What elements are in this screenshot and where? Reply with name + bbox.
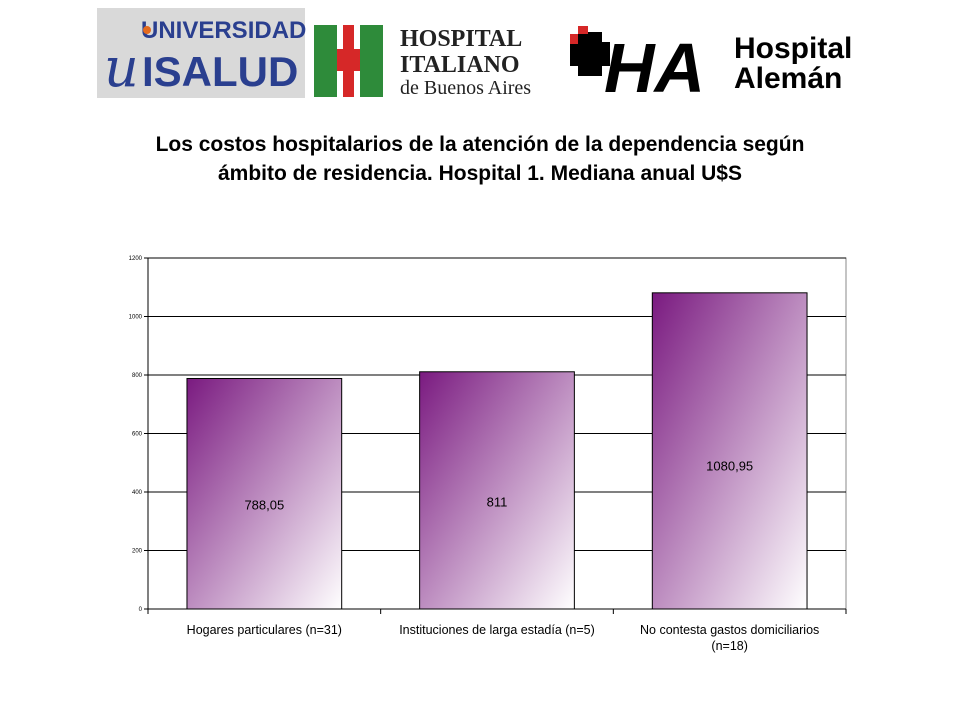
bar <box>651 292 808 610</box>
isalud-logo-line2: ISALUD <box>142 48 298 95</box>
isalud-logo-mark: u <box>104 36 139 99</box>
y-tick-label: 0 <box>139 607 143 613</box>
y-tick-label: 400 <box>132 490 143 496</box>
x-tick-label: No contesta gastos domiciliarios <box>640 623 819 637</box>
y-tick-label: 1200 <box>129 256 143 262</box>
chart-title-line1: Los costos hospitalarios de la atención … <box>155 133 805 156</box>
italiano-logo-line1: HOSPITAL <box>400 26 522 52</box>
chart-title-line2: ámbito de residencia. Hospital 1. Median… <box>218 162 742 185</box>
chart-axes: 0 200 400 600 800 1000 1200 <box>129 256 847 614</box>
aleman-logo-line1: Hospital <box>734 32 852 65</box>
bar-chart: 0 200 400 600 800 1000 1200 788,05 Hogares part… <box>129 256 847 653</box>
isalud-logo: UNIVERSIDAD u ISALUD <box>97 8 306 99</box>
chart-labels: 788,05 Hogares particulares (n=31) 811 Inst… <box>187 459 820 653</box>
x-tick-label: Instituciones de larga estadía (n=5) <box>399 623 595 637</box>
aleman-logo: HA Hospital Alemán <box>570 26 852 107</box>
aleman-logo-line2: Alemán <box>734 62 842 95</box>
chart-title: Los costos hospitalarios de la atención … <box>60 130 900 188</box>
logos-banner: UNIVERSIDAD u ISALUD HOSPITAL ITALIANO d… <box>97 8 852 107</box>
y-tick-label: 800 <box>132 373 143 379</box>
data-label: 1080,95 <box>706 459 753 474</box>
data-label: 788,05 <box>244 497 284 512</box>
data-label: 811 <box>487 494 508 509</box>
bar <box>186 377 343 610</box>
italiano-logo: HOSPITAL ITALIANO de Buenos Aires <box>314 25 531 99</box>
isalud-logo-line1: UNIVERSIDAD <box>141 17 306 44</box>
x-tick-label: Hogares particulares (n=31) <box>187 623 342 637</box>
chart-bars <box>186 292 808 610</box>
aleman-logo-mark: HA <box>604 29 705 107</box>
y-tick-label: 600 <box>132 432 143 438</box>
italiano-logo-line3: de Buenos Aires <box>400 77 531 99</box>
bar <box>419 371 575 610</box>
italiano-logo-line2: ITALIANO <box>400 52 520 78</box>
y-tick-label: 1000 <box>129 315 143 321</box>
x-tick-label: (n=18) <box>711 639 747 653</box>
y-tick-label: 200 <box>132 549 143 555</box>
